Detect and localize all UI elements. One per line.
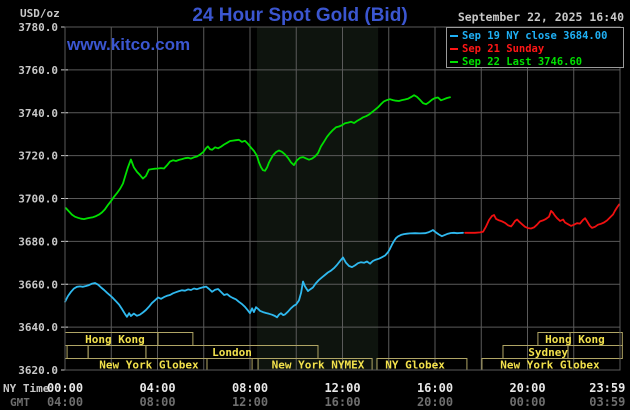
x-tick-gmt: 03:59 xyxy=(589,395,625,409)
legend-item-label: Sep 22 Last 3746.60 xyxy=(462,55,583,68)
session-label: Hong Kong xyxy=(545,333,605,346)
session-box xyxy=(66,345,89,359)
x-tick-gmt: 08:00 xyxy=(139,395,175,409)
y-tick-label: 3740.0 xyxy=(18,107,58,120)
chart-title: 24 Hour Spot Gold (Bid) xyxy=(192,5,408,26)
legend-dash-icon xyxy=(450,47,458,50)
legend-item-1: Sep 21 Sunday xyxy=(450,42,623,55)
session-label: New York Globex xyxy=(99,358,199,371)
y-tick-label: 3620.0 xyxy=(18,364,58,377)
session-box xyxy=(567,345,623,359)
legend-dash-icon xyxy=(450,60,458,63)
session-label: Hong Kong xyxy=(85,333,145,346)
legend-item-0: Sep 19 NY close 3684.00 xyxy=(450,29,623,42)
series-line-0 xyxy=(65,94,451,221)
series-line-2 xyxy=(464,203,620,234)
session-box xyxy=(206,358,253,371)
report-datetime: September 22, 2025 16:40 xyxy=(457,10,624,24)
session-label: New York NYMEX xyxy=(272,358,365,371)
x-tick-ny: 12:00 xyxy=(324,381,360,395)
gmt-row-label: GMT xyxy=(10,396,30,409)
y-axis-unit-label: USD/oz xyxy=(20,7,60,20)
y-tick-label: 3680.0 xyxy=(18,235,58,248)
y-tick-label: 3780.0 xyxy=(18,21,58,34)
legend-item-label: Sep 21 Sunday xyxy=(462,42,545,55)
x-tick-gmt: 04:00 xyxy=(47,395,83,409)
legend-item-label: Sep 19 NY close 3684.00 xyxy=(462,29,608,42)
y-tick-label: 3720.0 xyxy=(18,150,58,163)
x-tick-gmt: 12:00 xyxy=(232,395,268,409)
session-label: Sydney xyxy=(528,346,568,359)
x-tick-ny: 23:59 xyxy=(589,381,625,395)
x-tick-gmt: 00:00 xyxy=(509,395,545,409)
ny-time-row-label: NY Time xyxy=(3,382,50,395)
x-tick-ny: 20:00 xyxy=(509,381,545,395)
legend: Sep 19 NY close 3684.00 Sep 21 Sunday Sep … xyxy=(446,27,624,68)
kitco-watermark-link[interactable]: www.kitco.com xyxy=(67,35,191,54)
y-tick-label: 3660.0 xyxy=(18,278,58,291)
series-line-1 xyxy=(64,229,464,319)
session-label: London xyxy=(212,346,252,359)
session-label: NY Globex xyxy=(385,358,445,371)
x-tick-ny: 04:00 xyxy=(139,381,175,395)
legend-item-2: Sep 22 Last 3746.60 xyxy=(450,55,623,68)
x-tick-gmt: 20:00 xyxy=(417,395,453,409)
session-label: New York Globex xyxy=(500,358,600,371)
plot-border xyxy=(64,26,621,371)
y-tick-label: 3640.0 xyxy=(18,321,58,334)
y-tick-label: 3700.0 xyxy=(18,193,58,206)
x-tick-ny: 16:00 xyxy=(417,381,453,395)
y-tick-label: 3760.0 xyxy=(18,64,58,77)
x-tick-gmt: 16:00 xyxy=(324,395,360,409)
x-tick-ny: 00:00 xyxy=(47,381,83,395)
session-box xyxy=(87,345,147,359)
session-box xyxy=(157,332,194,346)
legend-dash-icon xyxy=(450,34,458,37)
x-tick-ny: 08:00 xyxy=(232,381,268,395)
